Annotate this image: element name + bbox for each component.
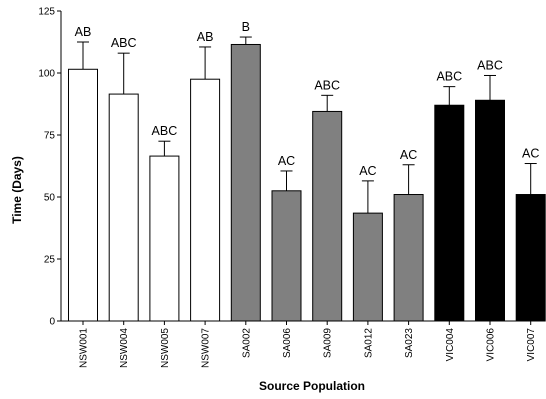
y-axis-title: Time (Days) — [10, 156, 24, 224]
significance-label: AB — [197, 30, 214, 44]
bar-sa023 — [393, 194, 424, 322]
bar-nsw007 — [190, 78, 221, 322]
bar-sa012 — [352, 212, 383, 322]
significance-label: ABC — [314, 78, 340, 92]
x-tick-label: SA012 — [363, 328, 374, 358]
x-tick-label: NSW004 — [119, 328, 130, 368]
bar-sa006 — [271, 190, 302, 322]
x-tick-label: VIC006 — [486, 328, 497, 362]
x-tick-label: NSW001 — [79, 328, 90, 368]
significance-label: AC — [522, 147, 539, 161]
bar-vic006 — [475, 99, 505, 322]
x-tick-label: VIC007 — [526, 328, 537, 362]
y-tick-label: 100 — [38, 69, 55, 80]
x-tick-label: SA023 — [404, 328, 415, 358]
bar-vic007 — [515, 194, 546, 322]
bar-nsw005 — [149, 155, 180, 322]
bar-nsw004 — [108, 93, 139, 322]
y-tick-label: 25 — [44, 255, 56, 266]
significance-label: AB — [75, 25, 92, 39]
bar-vic004 — [434, 104, 465, 322]
y-tick-label: 50 — [44, 193, 56, 204]
y-tick-label: 125 — [38, 7, 55, 18]
bar-nsw001 — [68, 68, 98, 322]
bar-sa002 — [230, 43, 261, 322]
significance-label: ABC — [477, 58, 503, 72]
significance-label: AC — [359, 164, 376, 178]
significance-label: ABC — [111, 36, 137, 50]
x-tick-label: SA009 — [323, 328, 334, 358]
x-tick-label: NSW005 — [160, 328, 171, 368]
x-tick-label: SA006 — [282, 328, 293, 358]
x-tick-label: SA002 — [241, 328, 252, 358]
significance-label: ABC — [152, 124, 178, 138]
x-axis-title: Source Population — [259, 379, 365, 393]
y-tick-label: 0 — [49, 317, 55, 328]
y-tick-label: 75 — [44, 131, 56, 142]
significance-label: AC — [400, 148, 417, 162]
bar-sa009 — [312, 110, 343, 322]
x-tick-label: NSW007 — [201, 328, 212, 368]
significance-label: AC — [278, 154, 295, 168]
x-tick-label: VIC004 — [445, 328, 456, 362]
significance-label: B — [242, 20, 250, 34]
significance-label: ABC — [436, 70, 462, 84]
